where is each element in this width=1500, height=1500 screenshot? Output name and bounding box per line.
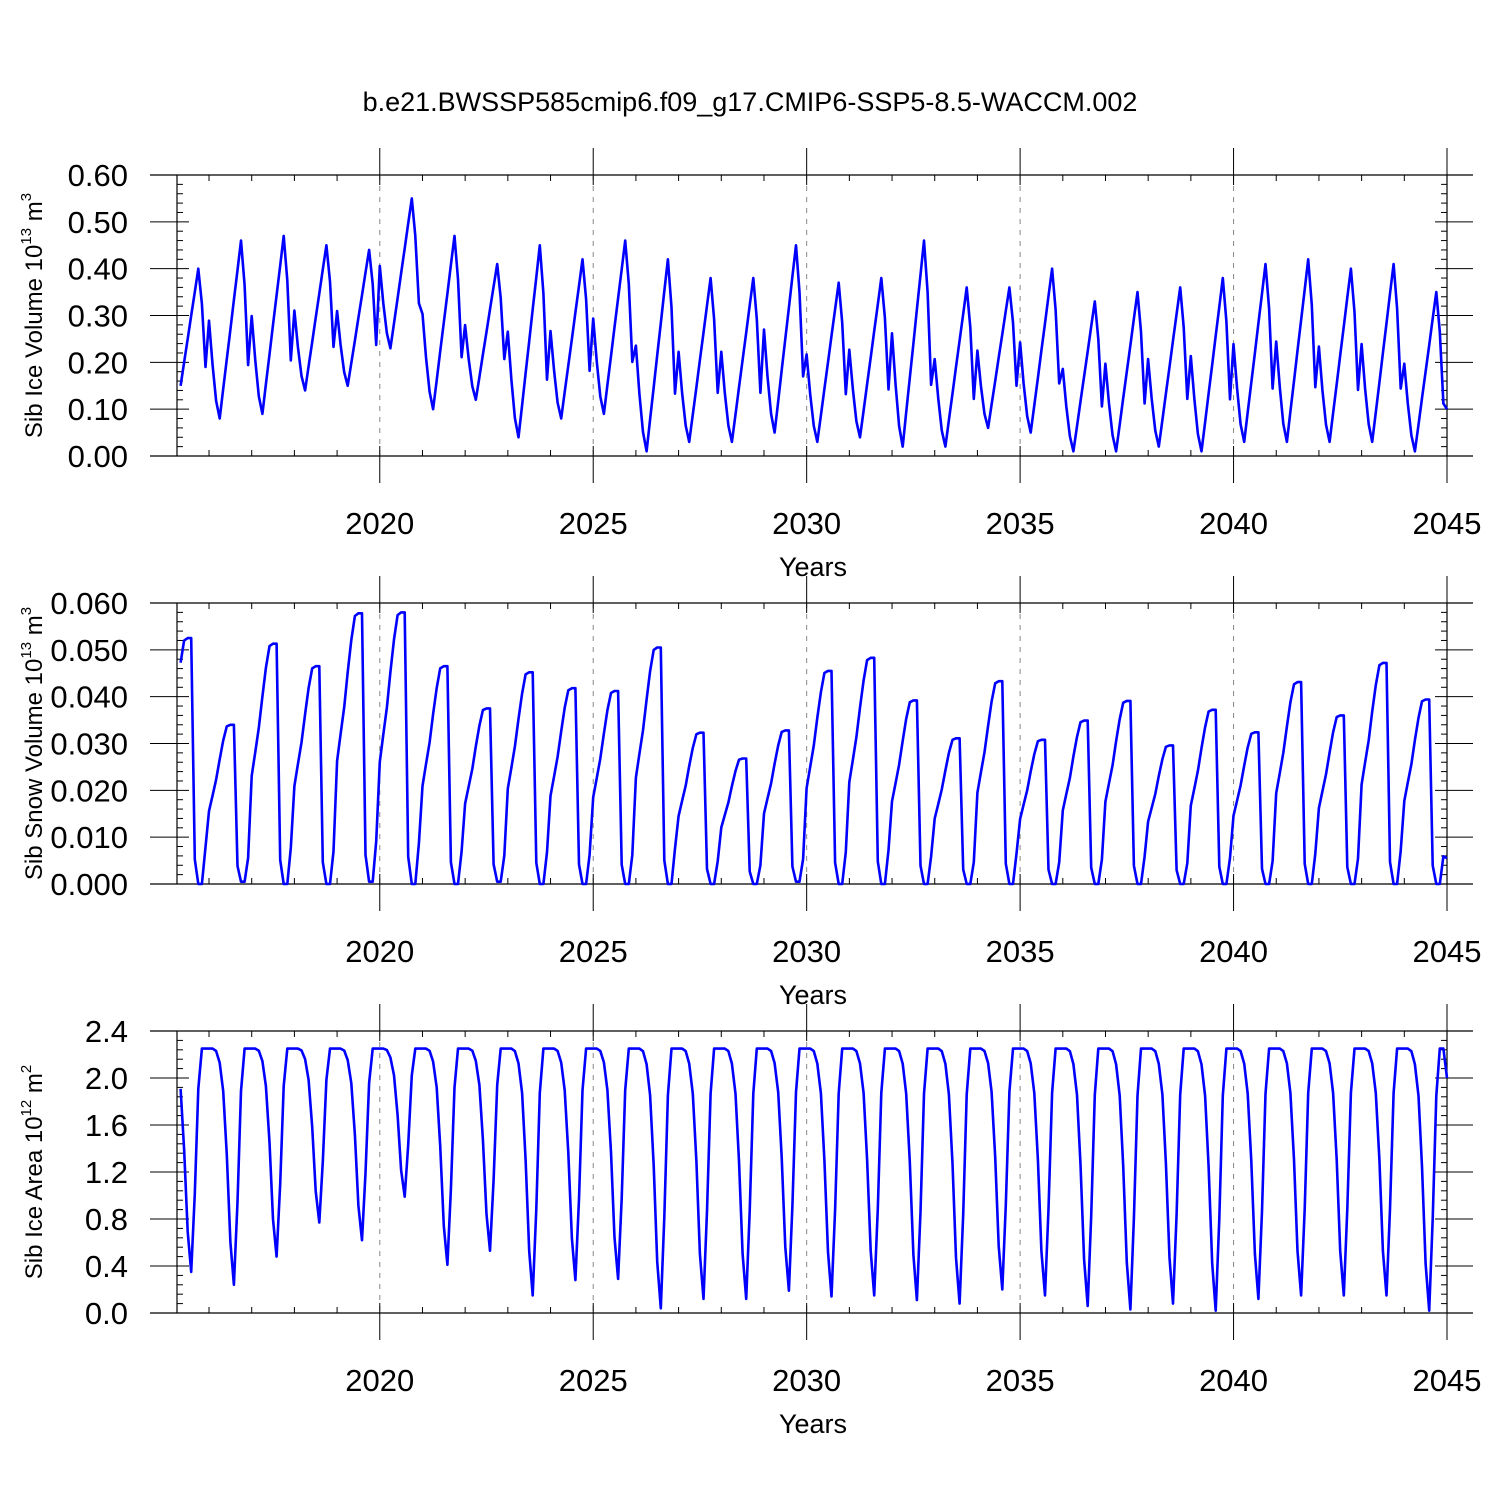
xtick-label: 2045: [1413, 934, 1482, 969]
y-axis-title-unit-exponent: 3: [18, 607, 35, 615]
ytick-label: 0.60: [68, 158, 128, 193]
xtick-label: 2025: [559, 1363, 628, 1398]
y-axis-title-exponent: 13: [18, 228, 35, 245]
xtick-label: 2040: [1199, 1363, 1268, 1398]
panels: 0.00 0.10 0.20 0.30 0.40 0.50 0.60 2020 2025 2030…: [18, 148, 1481, 1439]
ytick-label: 0.00: [68, 439, 128, 474]
ytick-label: 2.0: [85, 1061, 128, 1096]
xtick-label: 2045: [1413, 506, 1482, 541]
series-line: [179, 197, 1449, 453]
y-axis-title-unit: m: [21, 1073, 48, 1100]
y-axis-title-exponent: 13: [18, 642, 35, 659]
xtick-label: 2020: [345, 934, 414, 969]
ytick-label: 0.50: [68, 205, 128, 240]
ytick-label: 0.010: [50, 820, 128, 855]
xtick-label: 2020: [345, 1363, 414, 1398]
ytick-label: 0.30: [68, 299, 128, 334]
ytick-label: 0.000: [50, 867, 128, 902]
ytick-label: 1.2: [85, 1155, 128, 1190]
xtick-label: 2040: [1199, 506, 1268, 541]
y-axis-title-main: Sib Ice Volume 10: [21, 245, 48, 438]
xtick-label: 2030: [772, 934, 841, 969]
y-axis-title-unit: m: [21, 201, 48, 228]
ytick-label: 0.060: [50, 586, 128, 621]
chart-title: b.e21.BWSSP585cmip6.f09_g17.CMIP6-SSP5-8…: [363, 87, 1138, 117]
xtick-label: 2020: [345, 506, 414, 541]
y-axis-title-unit-exponent: 2: [18, 1065, 35, 1073]
ytick-label: 0.030: [50, 727, 128, 762]
x-axis-title: Years: [779, 980, 847, 1010]
ytick-label: 0.050: [50, 633, 128, 668]
x-axis-title: Years: [779, 1409, 847, 1439]
ytick-label: 1.6: [85, 1108, 128, 1143]
ytick-label: 0.040: [50, 680, 128, 715]
xtick-label: 2025: [559, 934, 628, 969]
xtick-label: 2030: [772, 1363, 841, 1398]
ytick-label: 0.020: [50, 773, 128, 808]
ytick-label: 0.8: [85, 1202, 128, 1237]
xtick-label: 2035: [986, 934, 1055, 969]
y-axis-title-exponent: 12: [18, 1100, 35, 1117]
x-axis-title: Years: [779, 552, 847, 582]
xtick-label: 2025: [559, 506, 628, 541]
y-axis-title: Sib Snow Volume 1013 m3: [18, 607, 48, 880]
ytick-label: 0.4: [85, 1249, 128, 1284]
xtick-label: 2045: [1413, 1363, 1482, 1398]
series-line: [179, 1047, 1449, 1312]
y-axis-title-main: Sib Ice Area 10: [21, 1116, 48, 1279]
panel-3: 0.0 0.4 0.8 1.2 1.6 2.0 2.4 2020 2025 2030 2035 204…: [18, 1004, 1481, 1439]
y-axis-title: Sib Ice Volume 1013 m3: [18, 193, 48, 438]
y-axis-title-unit: m: [21, 615, 48, 642]
ytick-label: 0.0: [85, 1296, 128, 1331]
panel-2: 0.000 0.010 0.020 0.030 0.040 0.050 0.060 2020 2…: [18, 576, 1481, 1010]
panel-1: 0.00 0.10 0.20 0.30 0.40 0.50 0.60 2020 2025 2030…: [18, 148, 1481, 582]
ytick-label: 0.10: [68, 392, 128, 427]
y-axis-title-main: Sib Snow Volume 10: [21, 659, 48, 880]
xtick-label: 2035: [986, 1363, 1055, 1398]
ytick-label: 2.4: [85, 1014, 128, 1049]
ytick-label: 0.20: [68, 345, 128, 380]
xtick-label: 2030: [772, 506, 841, 541]
ytick-label: 0.40: [68, 252, 128, 287]
xtick-label: 2040: [1199, 934, 1268, 969]
y-axis-title-unit-exponent: 3: [18, 193, 35, 201]
series-line: [179, 611, 1448, 886]
y-axis-title: Sib Ice Area 1012 m2: [18, 1065, 48, 1279]
xtick-label: 2035: [986, 506, 1055, 541]
